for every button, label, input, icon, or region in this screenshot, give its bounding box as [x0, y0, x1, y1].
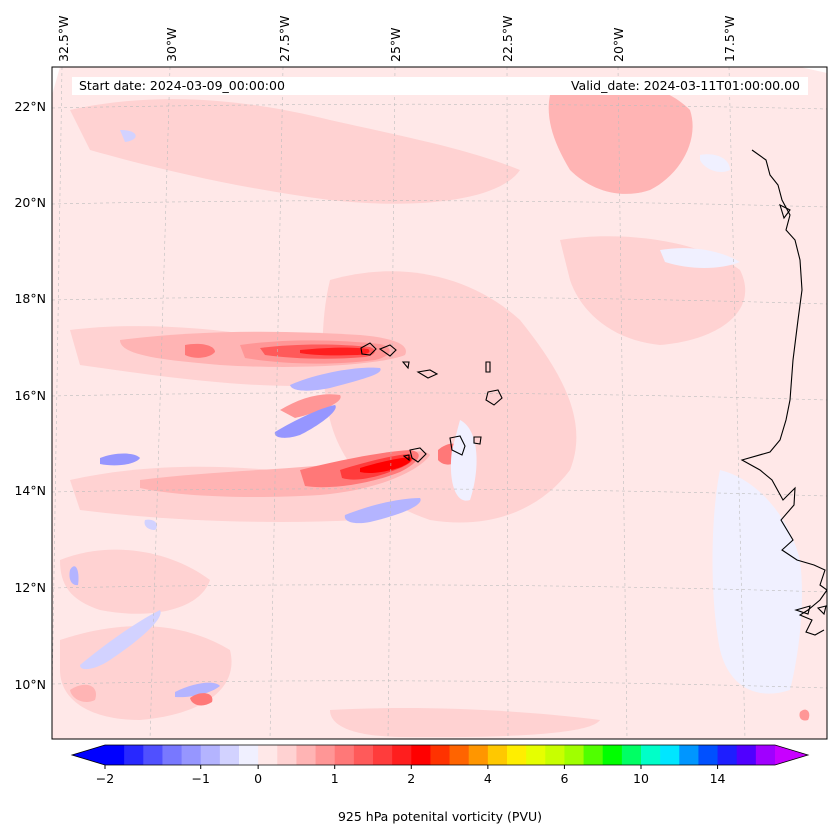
valid-date-label: Valid_date: 2024-03-11T01:00:00.00: [571, 78, 800, 93]
colorbar-swatch: [698, 745, 719, 765]
colorbar-tick-label: 10: [633, 771, 649, 786]
colorbar: −2 −1 0 1 2 4 6 10 14 925 hPa potenital vorticit…: [70, 744, 810, 824]
colorbar-swatch: [143, 745, 164, 765]
colorbar-tick-label: 1: [331, 771, 339, 786]
lon-label: 30°W: [164, 27, 179, 62]
colorbar-outline: [70, 744, 810, 766]
lat-label: 18°N: [14, 291, 46, 306]
colorbar-swatch: [162, 745, 183, 765]
colorbar-swatch: [526, 745, 546, 765]
colorbar-swatch: [507, 745, 527, 765]
colorbar-tick-label: −2: [96, 771, 114, 786]
map-frame: [51, 66, 828, 740]
colorbar-swatch: [717, 745, 738, 765]
colorbar-swatches: [105, 745, 776, 765]
colorbar-swatch: [602, 745, 623, 765]
colorbar-swatch: [755, 745, 776, 765]
lat-label: 12°N: [14, 580, 46, 595]
map-panel: Start date: 2024-03-09_00:00:00 Valid_da…: [51, 66, 828, 740]
colorbar-swatch: [545, 745, 566, 765]
colorbar-tick-label: 6: [560, 771, 568, 786]
latitude-labels: 22°N 20°N 18°N 16°N 14°N 12°N 10°N: [14, 99, 46, 692]
graticule: [52, 67, 827, 739]
colorbar-extend-max: [775, 745, 808, 765]
lat-label: 20°N: [14, 195, 46, 210]
colorbar-swatch: [641, 745, 661, 765]
info-banner: [72, 77, 808, 95]
colorbar-swatch: [621, 745, 642, 765]
colorbar-swatch: [277, 745, 298, 765]
colorbar-swatch: [239, 745, 259, 765]
colorbar-swatch: [449, 745, 470, 765]
colorbar-swatch: [200, 745, 221, 765]
colorbar-swatch: [353, 745, 374, 765]
lon-label: 20°W: [611, 27, 626, 62]
colorbar-swatch: [660, 745, 680, 765]
colorbar-label: 925 hPa potenital vorticity (PVU): [338, 809, 542, 824]
colorbar-swatch: [487, 745, 508, 765]
colorbar-swatch: [258, 745, 278, 765]
colorbar-swatch: [334, 745, 355, 765]
lon-label: 25°W: [388, 27, 403, 62]
colorbar-swatch: [736, 745, 757, 765]
colorbar-swatch: [468, 745, 489, 765]
colorbar-swatch: [219, 745, 240, 765]
coastline: [740, 149, 827, 636]
colorbar-swatch: [411, 745, 432, 765]
lat-label: 14°N: [14, 483, 46, 498]
colorbar-extend-min: [72, 745, 105, 765]
colorbar-ticks: −2 −1 0 1 2 4 6 10 14: [96, 765, 726, 786]
colorbar-swatch: [105, 745, 125, 765]
lat-label: 10°N: [14, 677, 46, 692]
lat-label: 22°N: [14, 99, 46, 114]
lon-label: 27.5°W: [277, 16, 292, 62]
colorbar-swatch: [564, 745, 585, 765]
colorbar-swatch: [430, 745, 451, 765]
lon-label: 22.5°W: [500, 16, 515, 62]
colorbar-tick-label: 14: [710, 771, 726, 786]
colorbar-tick-label: 4: [484, 771, 492, 786]
colorbar-swatch: [181, 745, 202, 765]
longitude-labels: 32.5°W 30°W 27.5°W 25°W 22.5°W 20°W 17.5…: [56, 16, 737, 62]
cape-verde-islands: [360, 342, 503, 463]
colorbar-swatch: [392, 745, 412, 765]
lat-label: 16°N: [14, 388, 46, 403]
colorbar-tick-label: 2: [407, 771, 415, 786]
start-date-label: Start date: 2024-03-09_00:00:00: [79, 78, 285, 93]
colorbar-tick-label: −1: [191, 771, 209, 786]
colorbar-swatch: [373, 745, 393, 765]
colorbar-swatch: [296, 745, 317, 765]
pv-field: [52, 67, 827, 739]
colorbar-swatch: [315, 745, 336, 765]
lon-label: 17.5°W: [722, 16, 737, 62]
colorbar-swatch: [124, 745, 144, 765]
colorbar-swatch: [583, 745, 604, 765]
colorbar-swatch: [679, 745, 700, 765]
lon-label: 32.5°W: [56, 16, 71, 62]
colorbar-tick-label: 0: [254, 771, 262, 786]
